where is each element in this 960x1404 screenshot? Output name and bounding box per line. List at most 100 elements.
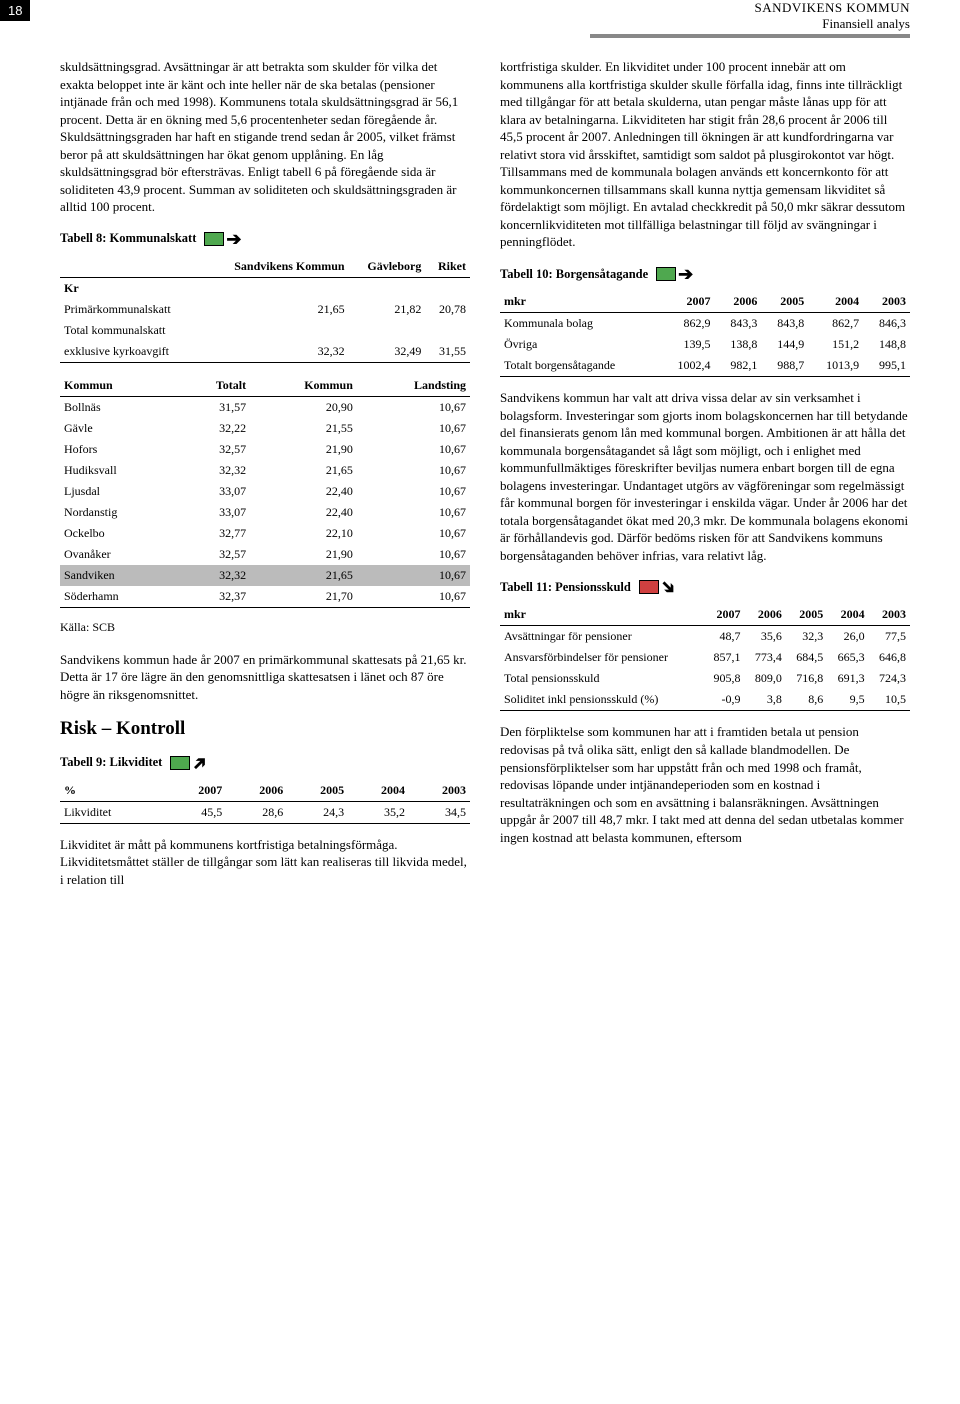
right-column: kortfristiga skulder. En likviditet unde… — [500, 58, 910, 902]
table8a: Sandvikens Kommun Gävleborg Riket Kr Pri… — [60, 256, 470, 363]
row-label: Hudiksvall — [60, 460, 178, 481]
cell: 35,2 — [348, 801, 409, 823]
cell: 33,07 — [178, 502, 250, 523]
cell: 148,8 — [863, 334, 910, 355]
cell: 724,3 — [869, 668, 910, 689]
row-label: Hofors — [60, 439, 178, 460]
cell: 10,67 — [357, 523, 470, 544]
cell: 10,67 — [357, 586, 470, 608]
table9-title: Tabell 9: Likviditet — [60, 755, 162, 770]
cell: 716,8 — [786, 668, 827, 689]
cell: 10,67 — [357, 544, 470, 565]
col-head: Sandvikens Kommun — [202, 256, 349, 278]
cell: 10,67 — [357, 396, 470, 418]
cell: 31,57 — [178, 396, 250, 418]
table9: % 2007 2006 2005 2004 2003 Likviditet 45… — [60, 780, 470, 824]
cell: 862,7 — [808, 313, 863, 335]
col-head: 2003 — [869, 604, 910, 626]
cell: 684,5 — [786, 647, 827, 668]
cell: 691,3 — [827, 668, 868, 689]
col-head: mkr — [500, 604, 703, 626]
body-text: Sandvikens kommun hade år 2007 en primär… — [60, 651, 470, 704]
table-source: Källa: SCB — [60, 620, 470, 635]
row-label: Totalt borgensåtagande — [500, 355, 660, 377]
col-head: 2006 — [715, 291, 762, 313]
cell: 9,5 — [827, 689, 868, 711]
cell: 31,55 — [425, 341, 470, 363]
cell: 846,3 — [863, 313, 910, 335]
table-row: Sandviken32,3221,6510,67 — [60, 565, 470, 586]
col-head: Riket — [425, 256, 470, 278]
row-label: Ljusdal — [60, 481, 178, 502]
cell: 1002,4 — [660, 355, 715, 377]
cell: 21,55 — [250, 418, 357, 439]
arrow-up-icon: ➔ — [188, 751, 211, 774]
cell: 10,67 — [357, 481, 470, 502]
cell: 646,8 — [869, 647, 910, 668]
body-text: Sandvikens kommun har valt att driva vis… — [500, 389, 910, 564]
col-head: Kommun — [60, 375, 178, 397]
col-head: 2005 — [287, 780, 348, 802]
cell: 144,9 — [761, 334, 808, 355]
col-head: 2003 — [409, 780, 470, 802]
cell: 32,32 — [178, 565, 250, 586]
cell: 21,90 — [250, 439, 357, 460]
cell: 33,07 — [178, 481, 250, 502]
table-row: Totalt borgensåtagande1002,4982,1988,710… — [500, 355, 910, 377]
cell: 32,57 — [178, 544, 250, 565]
cell: 773,4 — [745, 647, 786, 668]
row-label: Övriga — [500, 334, 660, 355]
cell: 905,8 — [703, 668, 744, 689]
cell: 982,1 — [715, 355, 762, 377]
cell: 10,67 — [357, 502, 470, 523]
table-row: Total pensionsskuld905,8809,0716,8691,37… — [500, 668, 910, 689]
cell: 21,65 — [202, 299, 349, 320]
row-label: Bollnäs — [60, 396, 178, 418]
row-label: Kommunala bolag — [500, 313, 660, 335]
arrow-right-icon: ➔ — [226, 230, 241, 248]
cell: 843,8 — [761, 313, 808, 335]
cell: 45,5 — [165, 801, 226, 823]
col-head: 2004 — [827, 604, 868, 626]
cell: 138,8 — [715, 334, 762, 355]
col-head: 2007 — [703, 604, 744, 626]
col-head: 2003 — [863, 291, 910, 313]
cell: 151,2 — [808, 334, 863, 355]
cell: 1013,9 — [808, 355, 863, 377]
cell: 139,5 — [660, 334, 715, 355]
table10: mkr 2007 2006 2005 2004 2003 Kommunala b… — [500, 291, 910, 377]
page-number: 18 — [0, 0, 30, 21]
row-label: Avsättningar för pensioner — [500, 626, 703, 648]
cell: 809,0 — [745, 668, 786, 689]
cell: -0,9 — [703, 689, 744, 711]
col-head: Gävleborg — [349, 256, 426, 278]
cell: 32,22 — [178, 418, 250, 439]
cell: 20,78 — [425, 299, 470, 320]
cell: 48,7 — [703, 626, 744, 648]
row-label: Total kommunalskatt — [60, 320, 202, 341]
col-head: 2004 — [348, 780, 409, 802]
table-row: Gävle32,2221,5510,67 — [60, 418, 470, 439]
cell: 21,70 — [250, 586, 357, 608]
table-row: Ljusdal33,0722,4010,67 — [60, 481, 470, 502]
cell: 857,1 — [703, 647, 744, 668]
table-row: Bollnäs31,5720,9010,67 — [60, 396, 470, 418]
table-row: Nordanstig33,0722,4010,67 — [60, 502, 470, 523]
table-row: Ansvarsförbindelser för pensioner857,177… — [500, 647, 910, 668]
row-label: Sandviken — [60, 565, 178, 586]
arrow-right-icon: ➔ — [678, 265, 693, 283]
indicator-up: ➔ — [170, 754, 207, 772]
cell: 21,65 — [250, 565, 357, 586]
cell: 10,67 — [357, 439, 470, 460]
cell: 34,5 — [409, 801, 470, 823]
table-row: Söderhamn32,3721,7010,67 — [60, 586, 470, 608]
cell: 32,37 — [178, 586, 250, 608]
cell: 862,9 — [660, 313, 715, 335]
cell: 32,3 — [786, 626, 827, 648]
table-row: Avsättningar för pensioner48,735,632,326… — [500, 626, 910, 648]
cell: 21,90 — [250, 544, 357, 565]
table-row: Kommunala bolag862,9843,3843,8862,7846,3 — [500, 313, 910, 335]
cell: 32,32 — [178, 460, 250, 481]
cell: 995,1 — [863, 355, 910, 377]
table8-title: Tabell 8: Kommunalskatt — [60, 231, 196, 246]
